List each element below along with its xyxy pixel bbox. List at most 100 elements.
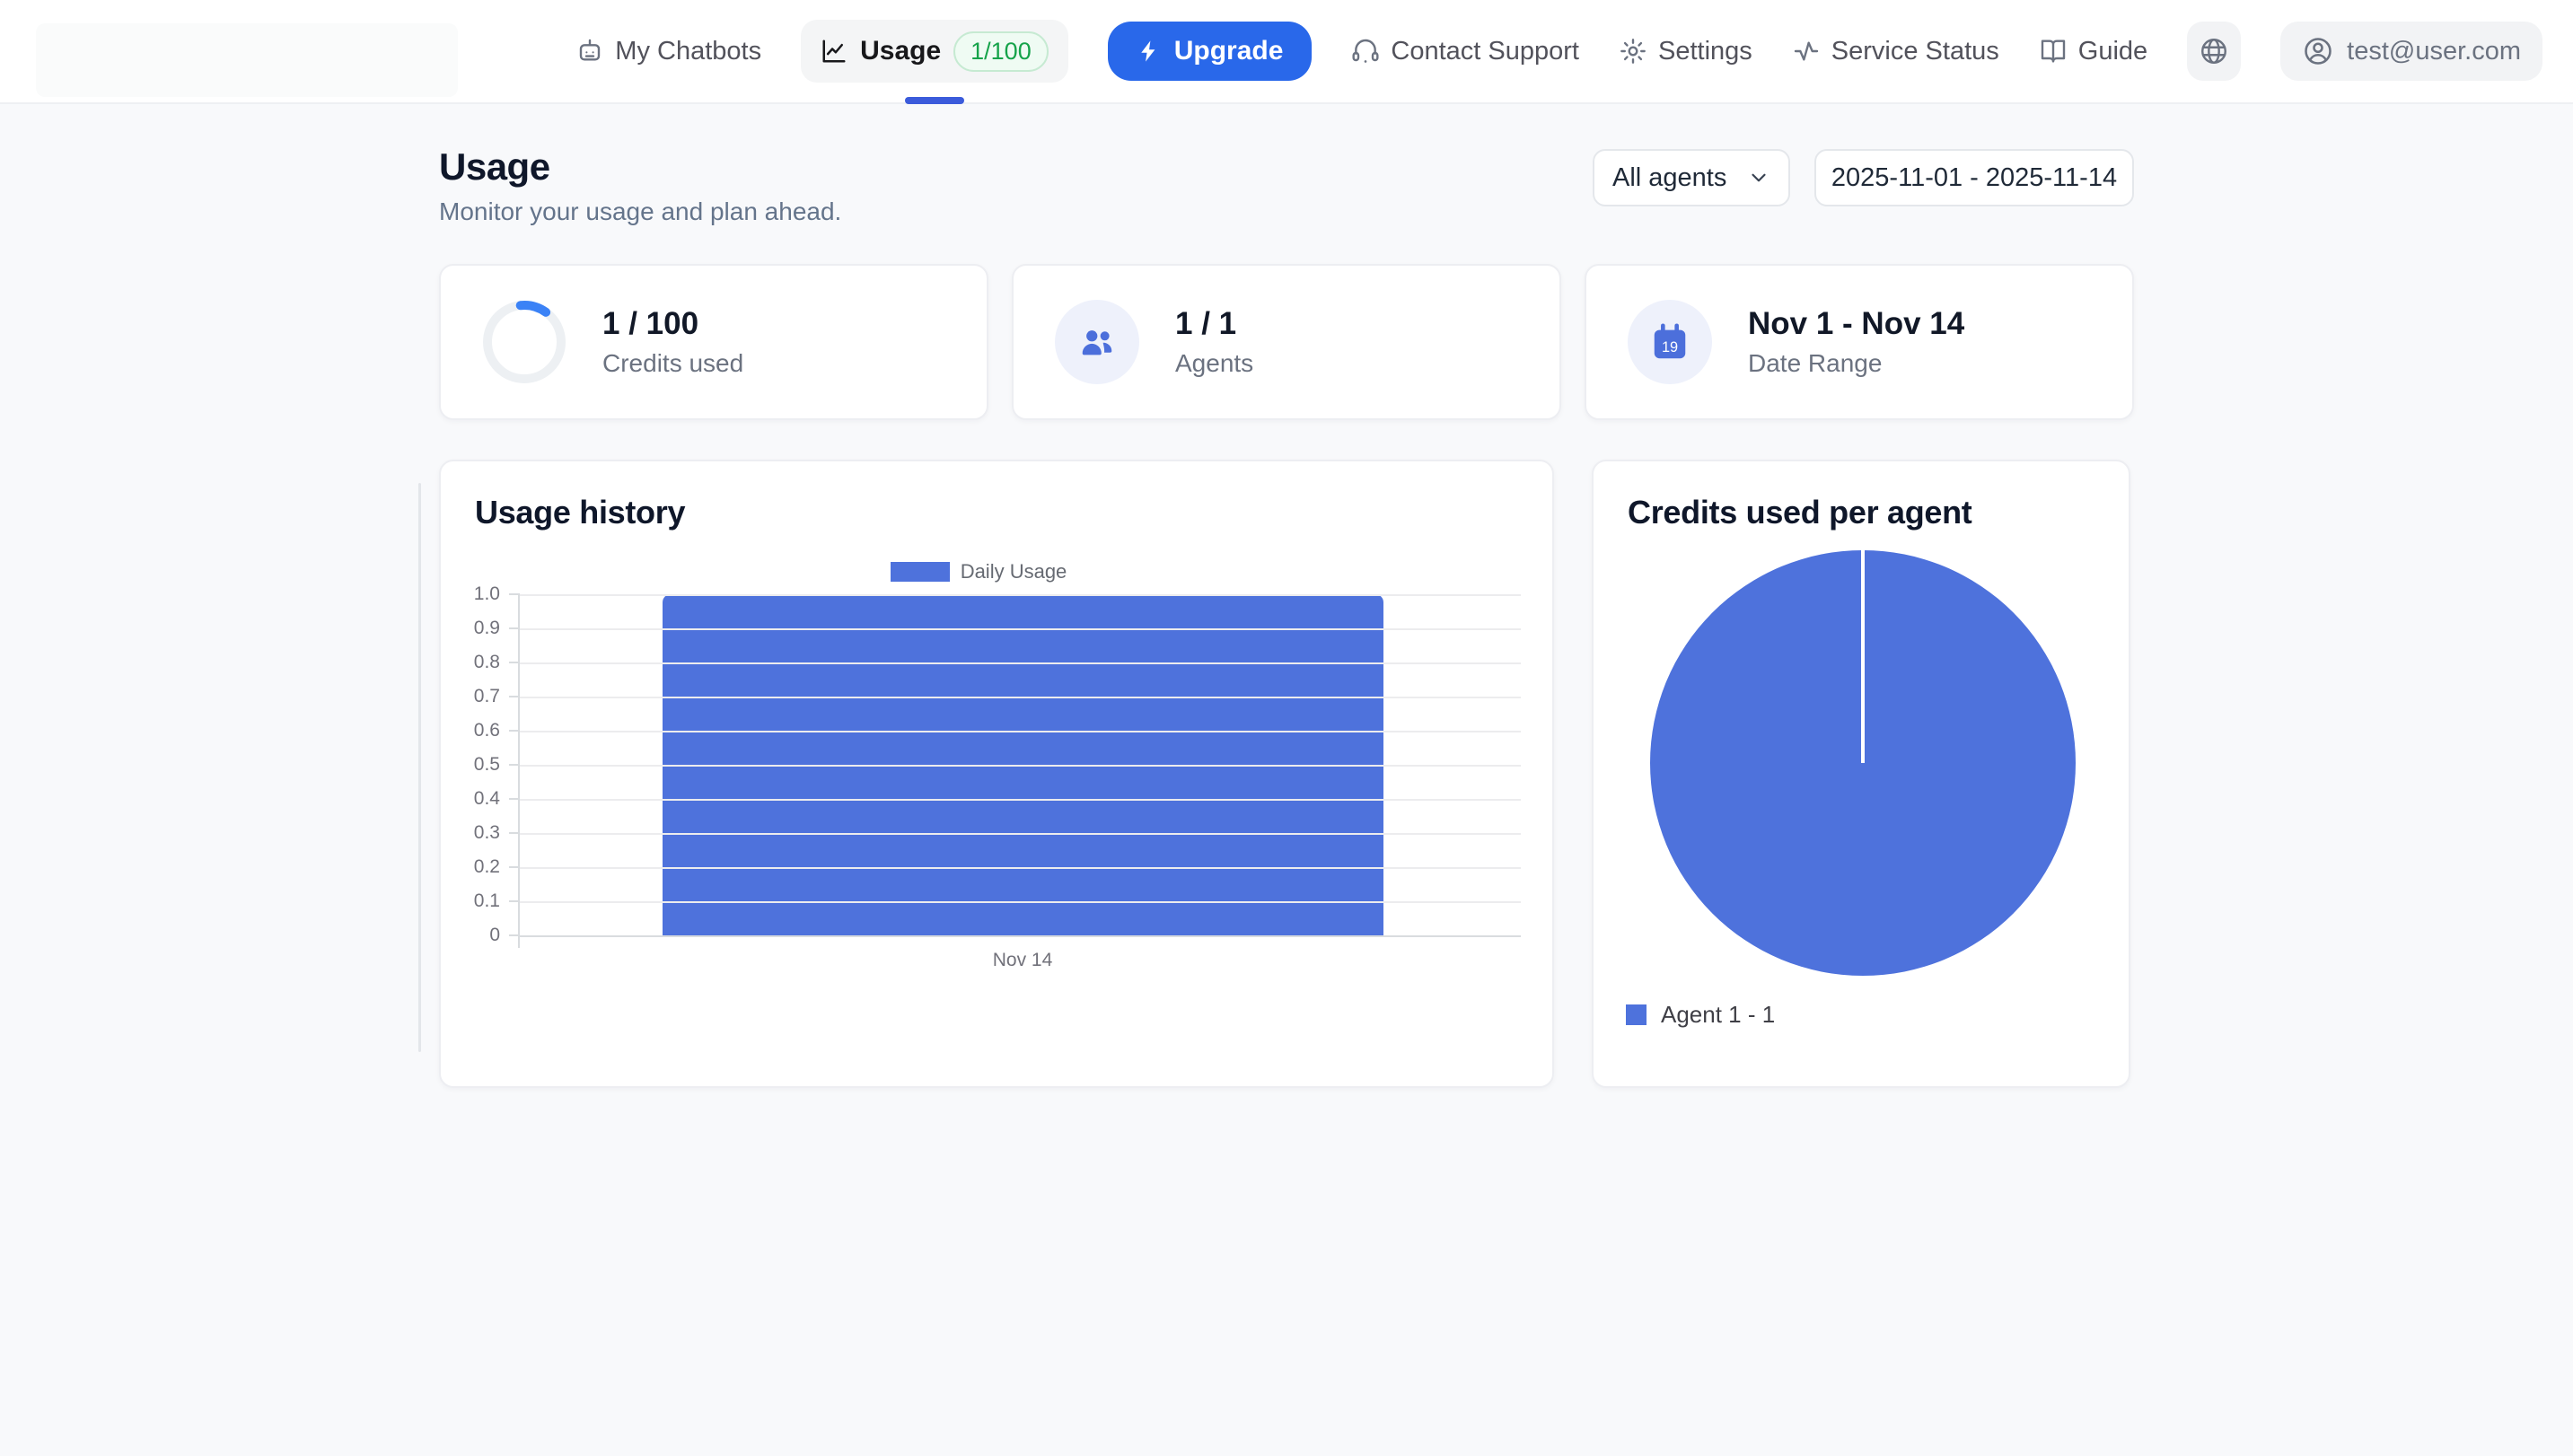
page-title: Usage — [439, 145, 550, 188]
y-axis-tick-label: 0.7 — [473, 686, 500, 706]
y-axis-tick — [509, 900, 520, 902]
date-range-input[interactable]: 2025-11-01 - 2025-11-14 — [1814, 149, 2134, 206]
nav-item-settings[interactable]: Settings — [1619, 37, 1752, 66]
chart-line-icon — [821, 38, 847, 65]
upgrade-label: Upgrade — [1173, 36, 1284, 66]
stat-card-date-range: 19 Nov 1 - Nov 14 Date Range — [1585, 264, 2134, 420]
nav-label: Service Status — [1831, 36, 1999, 66]
nav-label: Contact Support — [1391, 36, 1579, 66]
agent-filter-select[interactable]: All agents — [1593, 149, 1790, 206]
chevron-down-icon — [1747, 166, 1770, 189]
y-axis-tick — [509, 696, 520, 697]
nav-item-service-status[interactable]: Service Status — [1792, 37, 1999, 66]
agent-filter-value: All agents — [1612, 162, 1727, 192]
gridline — [520, 628, 1521, 630]
pie-slice-border — [1861, 550, 1865, 763]
activity-icon — [1792, 37, 1821, 66]
headset-icon — [1351, 37, 1380, 66]
tab-usage-active[interactable]: Usage 1/100 — [801, 20, 1068, 104]
gridline — [520, 799, 1521, 801]
y-axis-tick-label: 1.0 — [473, 583, 500, 604]
stat-label: Credits used — [602, 349, 744, 377]
nav-label: My Chatbots — [615, 36, 762, 66]
users-icon — [1055, 300, 1139, 384]
usage-history-title: Usage history — [475, 494, 686, 531]
globe-icon — [2199, 36, 2229, 66]
y-axis-tick-label: 0.5 — [473, 754, 500, 775]
y-axis-tick-label: 0.1 — [473, 890, 500, 911]
y-axis-tick — [509, 832, 520, 834]
pie-chart-title: Credits used per agent — [1628, 494, 1972, 531]
gridline — [520, 833, 1521, 835]
y-axis-tick-label: 0.2 — [473, 856, 500, 877]
legend-label: Agent 1 - 1 — [1661, 1001, 1776, 1028]
nav-label: Settings — [1657, 36, 1752, 66]
tab-usage-label: Usage — [860, 36, 942, 66]
gridline — [520, 867, 1521, 869]
x-axis-label: Nov 14 — [992, 950, 1053, 970]
bolt-icon — [1137, 39, 1162, 64]
y-axis-tick-label: 0 — [489, 925, 500, 945]
gridline — [520, 594, 1521, 596]
stat-label: Agents — [1175, 349, 1254, 377]
gridline — [520, 901, 1521, 903]
gridline — [520, 765, 1521, 767]
stats-row: 1 / 100 Credits used 1 / 1 Agents — [439, 264, 2134, 420]
stat-card-agents: 1 / 1 Agents — [1012, 264, 1561, 420]
pie-legend-item[interactable]: Agent 1 - 1 — [1626, 1001, 1775, 1029]
user-circle-icon — [2302, 35, 2334, 67]
svg-text:19: 19 — [1662, 339, 1678, 355]
bar-plot-area: Nov 14 1.0 0.9 0.8 0.7 0.6 0.5 0.4 0.3 0.2 0.1 0 — [474, 583, 1521, 970]
y-axis-tick — [509, 798, 520, 800]
gridline — [520, 662, 1521, 664]
legend-label: Daily Usage — [960, 560, 1067, 583]
y-axis-tick — [509, 866, 520, 868]
y-axis-tick-label: 0.4 — [473, 788, 500, 809]
gridline — [520, 697, 1521, 698]
y-axis-tick — [509, 662, 520, 663]
main-content: Usage Monitor your usage and plan ahead.… — [418, 145, 2134, 1088]
bot-icon — [575, 37, 604, 66]
calendar-icon: 19 — [1628, 300, 1712, 384]
nav-item-guide[interactable]: Guide — [2039, 37, 2147, 66]
y-axis-tick — [509, 764, 520, 766]
stat-value: Nov 1 - Nov 14 — [1748, 306, 1965, 341]
stat-value: 1 / 100 — [602, 306, 699, 341]
usage-count-badge: 1/100 — [953, 31, 1049, 72]
bar-chart-legend[interactable]: Daily Usage — [441, 560, 1516, 583]
active-tab-indicator — [904, 97, 964, 104]
legend-swatch — [1626, 1004, 1647, 1025]
y-axis-tick-label: 0.9 — [473, 618, 500, 638]
nav-item-my-chatbots[interactable]: My Chatbots — [575, 37, 761, 66]
stat-card-credits: 1 / 100 Credits used — [439, 264, 988, 420]
x-axis-tick — [518, 935, 520, 948]
page-header: Usage Monitor your usage and plan ahead.… — [439, 145, 2134, 226]
section-divider — [418, 483, 421, 1052]
user-email: test@user.com — [2347, 36, 2521, 66]
language-button[interactable] — [2187, 22, 2242, 81]
nav-item-contact-support[interactable]: Contact Support — [1351, 37, 1579, 66]
y-axis-tick-label: 0.8 — [473, 652, 500, 672]
credits-per-agent-card: Credits used per agent Agent 1 - 1 — [1592, 460, 2130, 1088]
upgrade-button[interactable]: Upgrade — [1107, 22, 1313, 81]
gridline — [520, 731, 1521, 732]
user-menu[interactable]: test@user.com — [2280, 22, 2542, 81]
date-range-value: 2025-11-01 - 2025-11-14 — [1831, 162, 2118, 192]
y-axis-tick — [509, 934, 520, 936]
top-nav: My Chatbots Usage 1/100 Upgrade — [0, 0, 2573, 104]
book-icon — [2039, 37, 2068, 66]
stat-value: 1 / 1 — [1175, 306, 1237, 341]
progress-ring — [482, 300, 566, 384]
legend-swatch — [890, 562, 950, 582]
gear-icon — [1619, 37, 1647, 66]
page-subtitle: Monitor your usage and plan ahead. — [439, 197, 842, 225]
charts-row: Usage history Daily Usage Nov 14 1.0 0.9 0… — [418, 460, 2134, 1088]
stat-label: Date Range — [1748, 349, 1883, 377]
usage-history-card: Usage history Daily Usage Nov 14 1.0 0.9 0… — [418, 460, 1554, 1088]
y-axis-tick — [509, 593, 520, 595]
y-axis-tick-label: 0.3 — [473, 822, 500, 843]
y-axis-tick-label: 0.6 — [473, 720, 500, 741]
nav-label: Guide — [2077, 36, 2148, 66]
y-axis-tick — [509, 627, 520, 629]
logo-placeholder — [36, 23, 458, 97]
